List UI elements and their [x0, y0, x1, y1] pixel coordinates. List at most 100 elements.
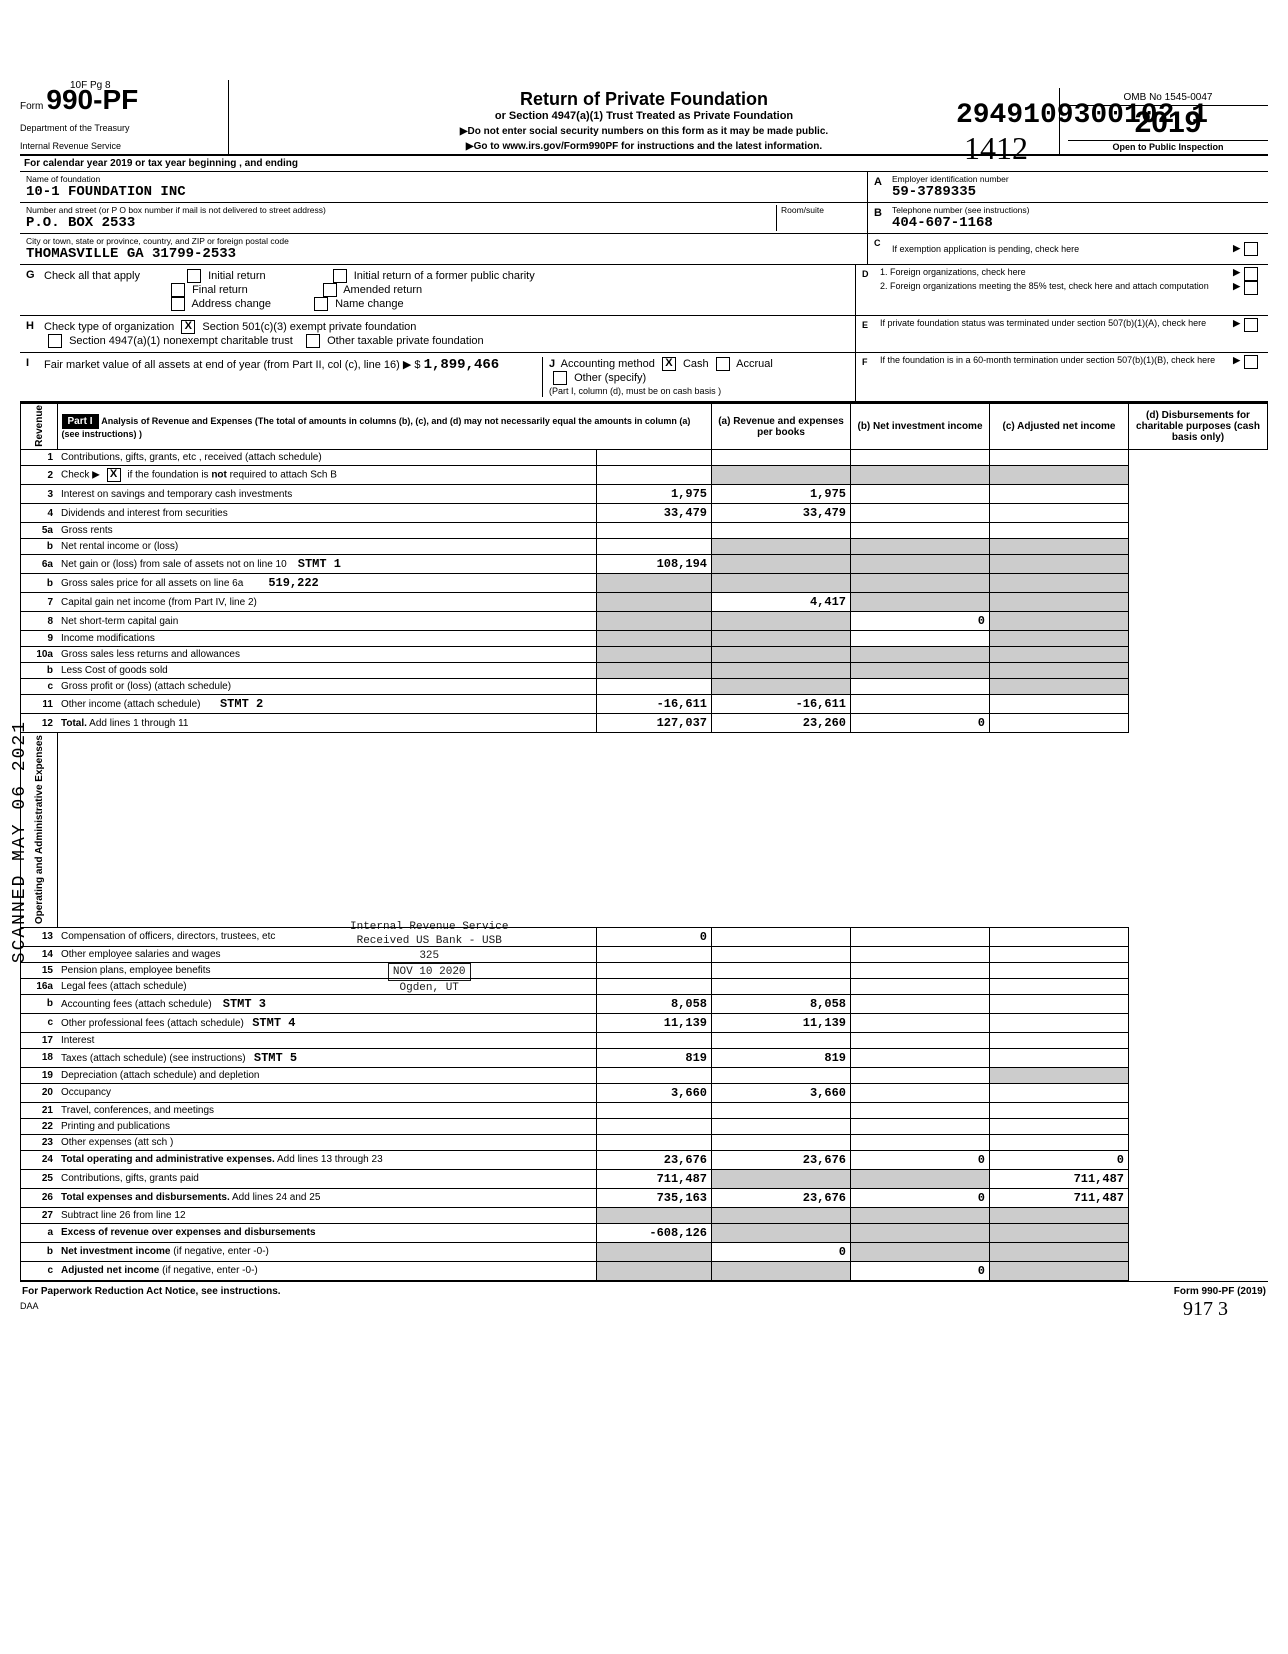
foundation-name-cell: Name of foundation 10-1 FOUNDATION INC: [20, 172, 867, 203]
table-row: 21Travel, conferences, and meetings: [21, 1102, 1268, 1118]
table-row: 5aGross rents: [21, 523, 1268, 539]
table-row: 25Contributions, gifts, grants paid711,4…: [21, 1169, 1268, 1188]
checkbox-amended[interactable]: [323, 283, 337, 297]
checkbox-d2[interactable]: [1244, 281, 1258, 295]
scanned-stamp: SCANNED MAY 06 2021: [10, 720, 30, 963]
table-row: 23Other expenses (att sch ): [21, 1134, 1268, 1150]
table-row: 17Interest: [21, 1032, 1268, 1048]
table-row: 27Subtract line 26 from line 12: [21, 1207, 1268, 1223]
row-i: I Fair market value of all assets at end…: [20, 353, 855, 401]
table-row: cOther professional fees (attach schedul…: [21, 1013, 1268, 1032]
checkbox-other-taxable[interactable]: [306, 334, 320, 348]
street-label: Number and street (or P O box number if …: [26, 205, 776, 215]
g-label: Check all that apply: [44, 270, 140, 282]
row-f: F If the foundation is in a 60-month ter…: [855, 353, 1268, 401]
ssn-warning: ▶Do not enter social security numbers on…: [237, 126, 1051, 137]
header-left: Form 990-PF Department of the Treasury I…: [20, 80, 229, 154]
identification-block: Name of foundation 10-1 FOUNDATION INC N…: [20, 172, 1268, 265]
table-row: 3Interest on savings and temporary cash …: [21, 485, 1268, 504]
table-row: 10aGross sales less returns and allowanc…: [21, 647, 1268, 663]
city-cell: City or town, state or province, country…: [20, 234, 867, 264]
room-label: Room/suite: [781, 205, 861, 215]
dept-treasury: Department of the Treasury: [20, 124, 220, 134]
table-row: bLess Cost of goods sold: [21, 663, 1268, 679]
checkbox-other-method[interactable]: [553, 371, 567, 385]
row-h: H Check type of organization X Section 5…: [20, 316, 855, 352]
paperwork-notice: For Paperwork Reduction Act Notice, see …: [22, 1286, 281, 1297]
street-value: P.O. BOX 2533: [26, 215, 776, 231]
phone-label: Telephone number (see instructions): [892, 205, 1262, 215]
checkbox-name-change[interactable]: [314, 297, 328, 311]
page-footer: For Paperwork Reduction Act Notice, see …: [20, 1281, 1268, 1301]
revenue-side-label: Revenue: [21, 403, 58, 450]
checkbox-final[interactable]: [171, 283, 185, 297]
received-stamp: Internal Revenue Service Received US Ban…: [350, 920, 508, 995]
col-d-header: (d) Disbursements for charitable purpose…: [1129, 403, 1268, 450]
street-cell: Number and street (or P O box number if …: [20, 203, 867, 234]
table-row: 18Taxes (attach schedule) (see instructi…: [21, 1048, 1268, 1067]
calendar-year-row: For calendar year 2019 or tax year begin…: [20, 156, 1268, 172]
table-row: 13Compensation of officers, directors, t…: [21, 927, 1268, 946]
table-row: cGross profit or (loss) (attach schedule…: [21, 679, 1268, 695]
form-page: 10F Pg 8 2949109300102 1 1412 Form 990-P…: [20, 80, 1268, 1311]
col-b-header: (b) Net investment income: [851, 403, 990, 450]
ein-cell: A Employer identification number 59-3789…: [868, 172, 1268, 203]
checkbox-initial[interactable]: [187, 269, 201, 283]
form-ref: Form 990-PF (2019): [1174, 1286, 1266, 1297]
handwritten-1412: 1412: [964, 130, 1028, 167]
checkbox-501c3[interactable]: X: [181, 320, 195, 334]
dln-number: 2949109300102 1: [956, 100, 1208, 131]
table-row: 6aNet gain or (loss) from sale of assets…: [21, 555, 1268, 574]
checkbox-address[interactable]: [171, 297, 185, 311]
checkbox-f[interactable]: [1244, 355, 1258, 369]
part-i-table: Revenue Part I Analysis of Revenue and E…: [20, 403, 1268, 1281]
table-row: 19Depreciation (attach schedule) and dep…: [21, 1067, 1268, 1083]
city-value: THOMASVILLE GA 31799-2533: [26, 246, 861, 262]
table-row: 1Contributions, gifts, grants, etc , rec…: [21, 450, 1268, 466]
table-row: 26Total expenses and disbursements. Add …: [21, 1188, 1268, 1207]
table-row: 9Income modifications: [21, 631, 1268, 647]
table-row: 11Other income (attach schedule) STMT 2-…: [21, 695, 1268, 714]
row-d: D 1. Foreign organizations, check here▶ …: [855, 265, 1268, 315]
table-row: 4Dividends and interest from securities3…: [21, 504, 1268, 523]
checkbox-c[interactable]: [1244, 242, 1258, 256]
part-i-desc: Analysis of Revenue and Expenses (The to…: [62, 416, 691, 439]
public-inspection: Open to Public Inspection: [1068, 140, 1268, 152]
checkbox-accrual[interactable]: [716, 357, 730, 371]
city-label: City or town, state or province, country…: [26, 236, 861, 246]
ein-label: Employer identification number: [892, 174, 1262, 184]
fmv-value: 1,899,466: [424, 357, 500, 373]
exemption-cell: C If exemption application is pending, c…: [868, 234, 1268, 264]
table-row: 20Occupancy3,6603,660: [21, 1083, 1268, 1102]
col-a-header: (a) Revenue and expenses per books: [712, 403, 851, 450]
checkbox-cash[interactable]: X: [662, 357, 676, 371]
checkbox-4947[interactable]: [48, 334, 62, 348]
checkbox-e[interactable]: [1244, 318, 1258, 332]
top-left-mark: 10F Pg 8: [70, 80, 111, 91]
handwritten-page: 917 3: [1183, 1298, 1228, 1321]
phone-value: 404-607-1168: [892, 215, 1262, 231]
form-title: Return of Private Foundation: [237, 89, 1051, 110]
part-i-label: Part I: [62, 414, 99, 429]
foundation-name: 10-1 FOUNDATION INC: [26, 184, 861, 200]
checkbox-initial-former[interactable]: [333, 269, 347, 283]
col-c-header: (c) Adjusted net income: [990, 403, 1129, 450]
website-note: ▶Go to www.irs.gov/Form990PF for instruc…: [237, 141, 1051, 152]
table-row: 7Capital gain net income (from Part IV, …: [21, 593, 1268, 612]
form-subtitle: or Section 4947(a)(1) Trust Treated as P…: [237, 110, 1051, 122]
table-row: 22Printing and publications: [21, 1118, 1268, 1134]
table-row: bAccounting fees (attach schedule) STMT …: [21, 994, 1268, 1013]
table-row: bNet investment income (if negative, ent…: [21, 1242, 1268, 1261]
phone-cell: B Telephone number (see instructions) 40…: [868, 203, 1268, 234]
checkbox-d1[interactable]: [1244, 267, 1258, 281]
form-word: Form: [20, 101, 43, 112]
header-center: Return of Private Foundation or Section …: [229, 89, 1059, 154]
table-row: 14Other employee salaries and wages: [21, 946, 1268, 962]
table-row: bNet rental income or (loss): [21, 539, 1268, 555]
table-row: aExcess of revenue over expenses and dis…: [21, 1223, 1268, 1242]
table-row: 2Check ▶ X if the foundation is not requ…: [21, 466, 1268, 485]
table-row: 8Net short-term capital gain0: [21, 612, 1268, 631]
exemption-label: If exemption application is pending, che…: [892, 244, 1233, 254]
table-row: 12Total. Add lines 1 through 11127,03723…: [21, 714, 1268, 733]
table-row: 16aLegal fees (attach schedule): [21, 978, 1268, 994]
